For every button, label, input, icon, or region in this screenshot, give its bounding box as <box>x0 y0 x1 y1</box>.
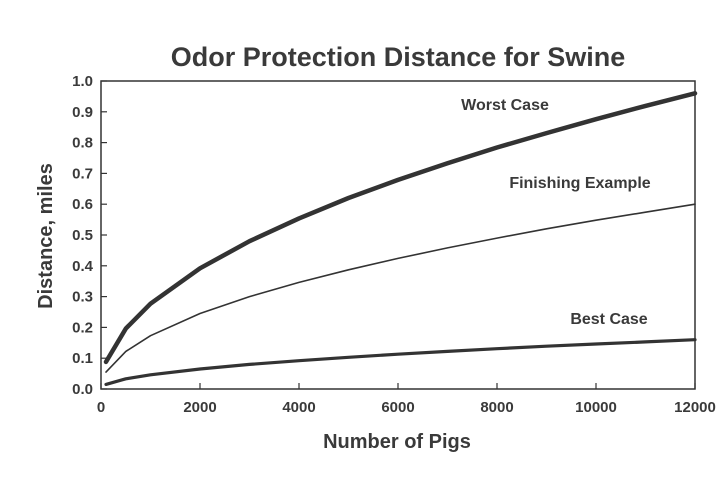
x-tick-label: 12000 <box>674 399 716 416</box>
y-tick-label: 0.7 <box>72 165 93 182</box>
y-axis-label: Distance, miles <box>35 163 57 309</box>
y-tick-label: 0.8 <box>72 135 93 152</box>
y-tick-label: 0.1 <box>72 350 93 367</box>
series-label-finishing-example: Finishing Example <box>509 175 650 192</box>
y-tick-label: 0.4 <box>72 258 94 275</box>
series-lines <box>103 91 698 386</box>
series-line-finishing-example <box>105 203 696 373</box>
chart-title: Odor Protection Distance for Swine <box>171 42 626 72</box>
y-tick-label: 0.0 <box>72 381 93 398</box>
y-tick-label: 1.0 <box>72 73 93 90</box>
x-axis-label: Number of Pigs <box>323 431 471 453</box>
y-tick-label: 0.2 <box>72 319 93 336</box>
series-label-worst-case: Worst Case <box>461 97 549 114</box>
y-tick-label: 0.5 <box>72 227 93 244</box>
x-tick-label: 2000 <box>183 399 216 416</box>
x-tick-label: 10000 <box>575 399 617 416</box>
y-tick-label: 0.3 <box>72 289 93 306</box>
x-tick-label: 0 <box>97 399 105 416</box>
series-label-best-case: Best Case <box>570 311 647 328</box>
axis-ticks: 0 2000 4000 6000 8000 10000 12000 0.0 0.1 0.2 0.3 0… <box>72 73 716 416</box>
series-labels: Worst Case Finishing Example Best Case <box>461 97 651 328</box>
y-tick-label: 0.9 <box>72 104 93 121</box>
series-line-best-case <box>104 338 697 386</box>
x-tick-label: 8000 <box>480 399 513 416</box>
series-line-worst-case <box>103 91 698 365</box>
x-tick-label: 6000 <box>381 399 414 416</box>
y-tick-label: 0.6 <box>72 196 93 213</box>
x-tick-label: 4000 <box>282 399 315 416</box>
plot-frame <box>100 80 696 390</box>
